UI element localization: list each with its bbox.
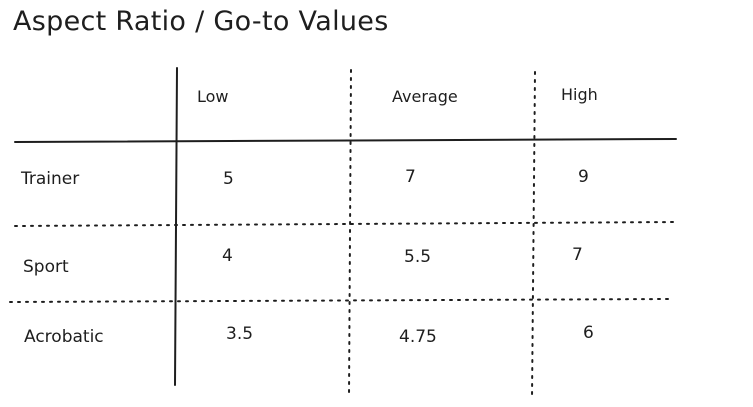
diagram-title: Aspect Ratio / Go-to Values [13,6,389,37]
cell-acrobatic-high: 6 [583,323,594,343]
row-label-sport: Sport [23,257,69,277]
column-header-low: Low [197,87,229,106]
row-divider-line-2 [9,298,669,303]
cell-sport-low: 4 [222,246,233,266]
row-label-trainer: Trainer [21,169,80,189]
column-divider-line-2 [531,71,536,399]
row-divider-line-1 [14,221,677,227]
cell-trainer-high: 9 [578,167,589,187]
column-header-average: Average [392,87,458,106]
cell-trainer-average: 7 [405,167,416,187]
column-divider-line-1 [348,69,352,397]
cell-trainer-low: 5 [223,169,234,189]
header-separator-line [14,138,677,143]
row-label-acrobatic: Acrobatic [24,327,104,347]
cell-sport-average: 5.5 [404,247,432,267]
column-header-high: High [561,85,598,104]
cell-sport-high: 7 [572,245,583,265]
row-label-separator-line [174,67,178,386]
cell-acrobatic-average: 4.75 [399,327,437,347]
cell-acrobatic-low: 3.5 [226,324,254,344]
